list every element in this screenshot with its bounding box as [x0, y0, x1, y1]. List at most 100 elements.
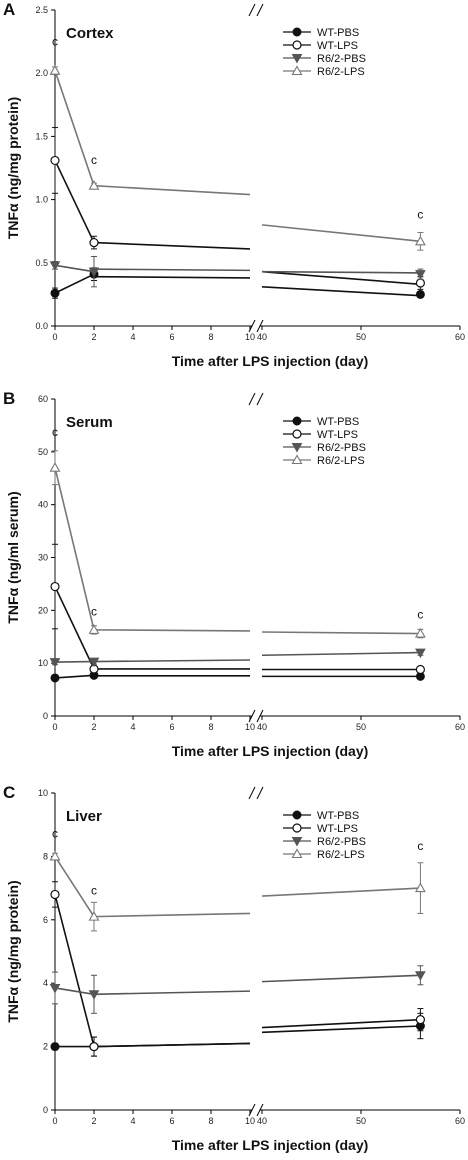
y-tick-label: 50	[38, 447, 48, 457]
series-wt-lps	[50, 543, 425, 675]
series-trend-line	[261, 887, 421, 897]
series-trend-line	[261, 1018, 421, 1029]
legend-label: WT-PBS	[317, 810, 359, 822]
marker-filled-triangle-down	[291, 443, 303, 453]
axis-break-mark	[248, 392, 256, 406]
x-tick-label: 8	[208, 332, 213, 342]
marker-filled-triangle-down	[49, 983, 61, 994]
series-trend-line	[261, 224, 421, 243]
significance-annotation: c	[91, 153, 97, 167]
significance-annotation: c	[52, 34, 58, 48]
x-tick-label: 2	[91, 1116, 96, 1126]
marker-open-circle	[415, 1015, 425, 1025]
legend-label: WT-PBS	[317, 416, 359, 428]
marker-open-triangle-up	[291, 454, 303, 465]
axis-break-mark	[248, 3, 256, 17]
axis-break-mark	[256, 319, 264, 333]
y-tick-label: 0.0	[35, 321, 48, 331]
x-tick-label: 8	[208, 722, 213, 732]
marker-filled-triangle-down	[291, 837, 303, 847]
series-trend-line	[261, 286, 421, 297]
marker-open-circle	[292, 823, 302, 833]
panel-label: A	[3, 0, 15, 19]
marker-open-circle	[292, 429, 302, 439]
marker-filled-triangle-down	[49, 658, 61, 668]
series-line	[54, 467, 95, 631]
y-tick-label: 20	[38, 605, 48, 615]
series-trend-line	[261, 974, 421, 983]
marker-open-triangle-up	[49, 462, 61, 472]
series-trend-line	[93, 268, 251, 272]
panel-title: Cortex	[66, 25, 114, 42]
series-trend-line	[93, 184, 251, 196]
y-axis-title: TNFα (ng/mg protein)	[5, 97, 21, 239]
x-tick-label: 60	[455, 722, 465, 732]
series-r6-2-lps	[49, 850, 426, 932]
marker-filled-triangle-down	[88, 657, 100, 668]
legend-label: R6/2-PBS	[317, 53, 366, 65]
significance-annotation: c	[52, 425, 58, 439]
y-tick-label: 30	[38, 553, 48, 563]
series-trend-line	[93, 659, 251, 663]
series-line	[54, 70, 95, 186]
marker-open-circle	[415, 278, 425, 288]
marker-filled-triangle-down	[415, 648, 426, 659]
x-tick-label: 2	[91, 722, 96, 732]
axis-break-mark	[248, 786, 256, 800]
axis-break-mark	[256, 786, 264, 800]
x-tick-label: 6	[169, 332, 174, 342]
series-trend-line	[93, 275, 251, 279]
marker-filled-triangle-down	[415, 971, 426, 981]
series-trend-line	[261, 270, 421, 286]
y-tick-label: 2.0	[35, 68, 48, 78]
marker-open-circle	[292, 40, 302, 50]
series-wt-pbs	[50, 1012, 425, 1057]
series-line	[54, 894, 95, 1047]
x-tick-label: 10	[245, 1116, 255, 1126]
series-trend-line	[93, 1042, 251, 1048]
marker-open-triangle-up	[291, 65, 303, 76]
y-tick-label: 10	[38, 788, 48, 798]
y-tick-label: 8	[43, 851, 48, 861]
series-trend-line	[261, 631, 421, 635]
x-tick-label: 50	[356, 722, 366, 732]
x-tick-label: 6	[169, 722, 174, 732]
marker-open-triangle-up	[49, 65, 61, 75]
significance-annotation: c	[91, 605, 97, 619]
y-tick-label: 2.5	[35, 5, 48, 15]
x-tick-label: 0	[52, 1116, 57, 1126]
series-r6-2-lps	[49, 65, 426, 251]
significance-annotation: c	[52, 826, 58, 840]
y-tick-label: 1.0	[35, 195, 48, 205]
panel-a: 0.0 0.5 1.0 1.5 2.0 2.5 0 2 4 6 8 10 40 50 60 A Cortex Ti…	[3, 0, 465, 369]
y-tick-label: 60	[38, 394, 48, 404]
series-line	[54, 660, 95, 663]
x-axis-title: Time after LPS injection (day)	[172, 1137, 369, 1153]
series-trend-line	[93, 629, 251, 632]
x-tick-label: 2	[91, 332, 96, 342]
x-tick-label: 4	[130, 332, 135, 342]
marker-filled-triangle-down	[415, 270, 426, 280]
y-tick-label: 6	[43, 915, 48, 925]
series-r6-2-pbs	[49, 255, 426, 288]
y-tick-label: 0	[43, 711, 48, 721]
x-tick-label: 50	[356, 1116, 366, 1126]
panel-title: Liver	[66, 808, 102, 825]
series-line	[54, 264, 95, 273]
marker-open-triangle-up	[414, 235, 426, 246]
y-tick-label: 1.5	[35, 131, 48, 141]
y-tick-label: 4	[43, 978, 48, 988]
marker-open-triangle-up	[414, 882, 426, 893]
x-tick-label: 60	[455, 332, 465, 342]
marker-filled-triangle-down	[49, 261, 61, 271]
legend-label: WT-LPS	[317, 429, 358, 441]
significance-annotation: c	[417, 607, 423, 621]
axis-break-mark	[256, 3, 264, 17]
axis-break-mark	[256, 1103, 264, 1117]
series-r6-2-lps	[49, 450, 426, 639]
marker-filled-circle	[292, 810, 302, 820]
x-tick-label: 0	[52, 332, 57, 342]
series-trend-line	[93, 912, 251, 918]
y-tick-label: 0	[43, 1105, 48, 1115]
axis-break-mark	[256, 392, 264, 406]
